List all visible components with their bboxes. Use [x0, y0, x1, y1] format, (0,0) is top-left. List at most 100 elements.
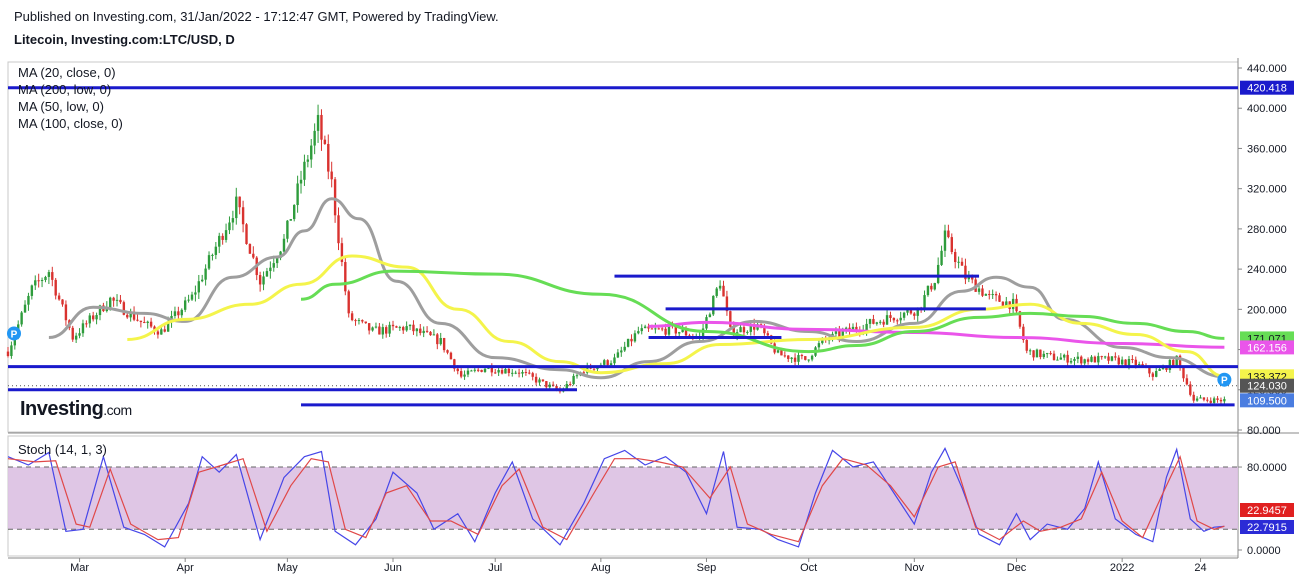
candle-down	[459, 371, 463, 377]
candle-down	[766, 333, 770, 336]
candle-up	[865, 323, 868, 331]
candle-up	[10, 345, 13, 357]
candle-up	[1103, 356, 1107, 358]
candle-up	[218, 235, 221, 247]
candle-up	[211, 254, 214, 256]
candle-down	[531, 373, 534, 377]
candle-down	[657, 328, 660, 330]
time-axis-label: Oct	[800, 562, 817, 574]
candle-up	[603, 360, 606, 365]
candle-down	[446, 350, 449, 353]
candle-down	[436, 334, 439, 345]
candle-down	[1093, 356, 1097, 363]
candle-down	[647, 326, 650, 329]
candle-up	[1110, 356, 1114, 361]
candle-down	[913, 313, 916, 316]
indicator-label-ma200[interactable]: MA (200, low, 0)	[18, 82, 112, 97]
candle-down	[855, 326, 858, 330]
candle-up	[1059, 357, 1063, 360]
stoch-badge	[1240, 520, 1294, 534]
candle-down	[323, 139, 327, 144]
candle-down	[429, 331, 432, 336]
candle-down	[442, 338, 446, 351]
candle-up	[269, 267, 272, 272]
candle-up	[303, 161, 306, 180]
candle-down	[592, 368, 596, 370]
candle-up	[316, 114, 320, 131]
candle-down	[71, 327, 74, 340]
candle-up	[1155, 370, 1158, 377]
candle-up	[109, 297, 112, 308]
candle-down	[551, 384, 555, 386]
indicator-label-ma20[interactable]: MA (20, close, 0)	[18, 65, 116, 80]
candle-down	[252, 253, 255, 258]
candle-down	[177, 311, 180, 316]
candle-down	[555, 385, 558, 390]
logo-main: Investing	[20, 398, 104, 420]
candle-down	[1209, 400, 1212, 403]
candle-down	[490, 366, 494, 373]
candle-up	[1175, 355, 1178, 366]
candle-down	[57, 295, 61, 300]
candle-down	[804, 356, 807, 360]
candle-down	[143, 322, 146, 324]
price-axis-tick-label: 440.000	[1247, 63, 1287, 75]
candle-down	[320, 114, 323, 140]
candle-up	[1168, 359, 1172, 370]
candle-up	[1195, 398, 1199, 401]
candle-up	[643, 326, 647, 329]
candle-down	[61, 299, 64, 305]
candle-up	[715, 288, 718, 296]
candle-down	[892, 317, 896, 321]
indicator-label-ma100[interactable]: MA (100, close, 0)	[18, 116, 123, 131]
stoch-badge	[1240, 503, 1294, 517]
candle-down	[998, 295, 1001, 302]
candle-up	[296, 183, 299, 206]
candle-up	[187, 299, 190, 301]
candle-up	[1090, 356, 1093, 362]
stoch-k-line	[7, 447, 1225, 548]
candle-down	[882, 321, 885, 325]
price-badge-label: 420.418	[1247, 83, 1287, 95]
candle-down	[742, 327, 746, 333]
candle-up	[1158, 369, 1161, 371]
candle-down	[51, 272, 54, 280]
candle-up	[1223, 399, 1226, 402]
indicator-label-ma50[interactable]: MA (50, low, 0)	[18, 99, 104, 114]
price-badge-label: 162.156	[1247, 342, 1287, 354]
candle-down	[981, 288, 984, 296]
candle-up	[899, 317, 902, 321]
candle-down	[1192, 394, 1195, 401]
candle-down	[568, 384, 572, 386]
candle-down	[139, 320, 143, 323]
stoch-indicator-label[interactable]: Stoch (14, 1, 3)	[18, 442, 107, 457]
candle-down	[364, 321, 367, 324]
candle-up	[957, 261, 960, 263]
candle-up	[286, 220, 289, 239]
candle-down	[449, 352, 453, 360]
candle-up	[183, 300, 187, 310]
pivot-marker	[7, 326, 21, 341]
candle-up	[371, 327, 374, 331]
time-axis-label: Aug	[591, 562, 611, 574]
candle-down	[1134, 359, 1137, 366]
candle-down	[245, 224, 248, 245]
candle-down	[947, 230, 950, 238]
candle-up	[1063, 354, 1066, 358]
candle-down	[763, 326, 766, 334]
candle-down	[1066, 354, 1069, 363]
candle-down	[1131, 359, 1134, 361]
candle-up	[78, 333, 81, 336]
candle-up	[180, 309, 183, 316]
candle-down	[994, 294, 998, 296]
candle-down	[500, 370, 504, 374]
candle-down	[248, 244, 252, 254]
candle-up	[27, 295, 30, 305]
candle-up	[293, 205, 296, 220]
candle-up	[439, 338, 442, 345]
instrument-title: Litecoin, Investing.com:LTC/USD, D	[14, 32, 235, 47]
candle-down	[340, 243, 344, 263]
candle-up	[398, 327, 402, 329]
candle-down	[327, 143, 330, 172]
